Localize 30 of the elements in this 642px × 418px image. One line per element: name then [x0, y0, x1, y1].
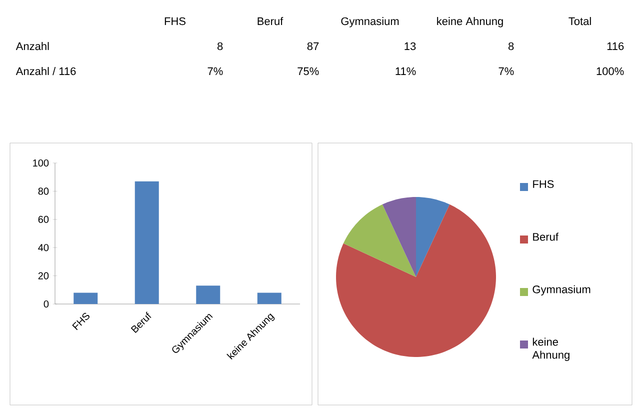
y-tick-label: 0	[44, 300, 49, 308]
y-tick-label: 60	[38, 216, 49, 223]
bar	[74, 292, 98, 304]
data-label: 13	[404, 42, 416, 50]
data-label: 116	[607, 42, 624, 50]
text: Anzahl	[16, 42, 49, 50]
data-label: 100%	[596, 67, 624, 76]
text: Anzahl / 116	[16, 67, 76, 76]
bar	[196, 286, 220, 304]
category-label: Total	[568, 17, 591, 26]
data-label: 7%	[208, 67, 223, 76]
data-label: 87	[307, 42, 319, 50]
legend-label: Gymnasium	[532, 285, 590, 296]
bar	[257, 292, 282, 304]
data-label: 8	[217, 42, 223, 50]
y-tick-label: 40	[38, 244, 49, 252]
data-label: 11%	[396, 67, 416, 76]
data-label: 8	[508, 42, 514, 50]
category-label: FHS	[164, 17, 186, 26]
y-tick-label: 100	[33, 159, 49, 167]
legend-label: FHS	[533, 180, 554, 188]
data-label: 7%	[498, 67, 514, 76]
y-tick-label: 80	[38, 188, 49, 195]
y-tick-label: 20	[38, 272, 49, 280]
bar	[134, 181, 159, 304]
data-label: 75%	[298, 67, 319, 76]
legend-label: Beruf	[533, 232, 559, 241]
category-label: Beruf	[258, 17, 284, 26]
category-label: keine Ahnung	[437, 17, 503, 28]
category-label: Gymnasium	[341, 17, 399, 28]
